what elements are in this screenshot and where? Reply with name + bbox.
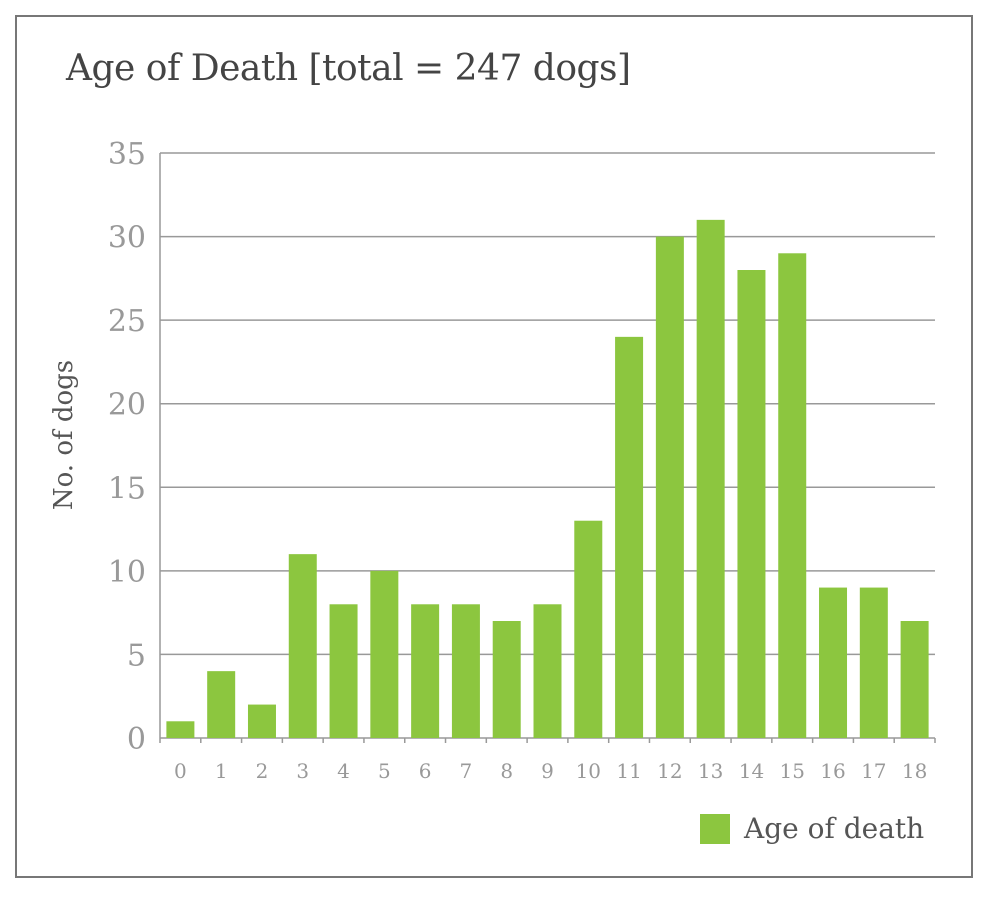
x-tick-label: 13	[698, 759, 723, 783]
bar	[859, 587, 888, 738]
bar	[329, 604, 358, 738]
bar	[207, 671, 236, 738]
bar	[655, 236, 684, 739]
x-tick-label: 4	[337, 759, 350, 783]
x-tick-label: 8	[500, 759, 513, 783]
x-tick-label: 18	[902, 759, 927, 783]
x-tick-label: 17	[861, 759, 886, 783]
bar	[247, 704, 276, 738]
bar	[288, 554, 317, 738]
x-tick-label: 11	[616, 759, 641, 783]
x-tick-label: 6	[419, 759, 432, 783]
x-tick-label: 5	[378, 759, 391, 783]
legend-label: Age of death	[744, 812, 925, 845]
y-tick-label: 15	[108, 471, 146, 506]
y-tick-label: 0	[127, 722, 146, 757]
bar	[737, 270, 766, 738]
bar	[819, 587, 848, 738]
legend-swatch	[700, 813, 730, 844]
x-tick-label: 12	[657, 759, 682, 783]
legend: Age of death	[700, 812, 924, 845]
x-tick-label: 16	[820, 759, 845, 783]
chart-title: Age of Death [total = 247 dogs]	[66, 48, 631, 89]
x-tick-label: 14	[739, 759, 764, 783]
bar	[370, 570, 399, 738]
bar	[411, 604, 440, 738]
bar	[533, 604, 562, 738]
x-tick-label: 1	[215, 759, 228, 783]
bar	[900, 621, 929, 738]
x-tick-label: 7	[460, 759, 473, 783]
x-tick-label: 10	[576, 759, 601, 783]
x-tick-label: 9	[541, 759, 554, 783]
y-tick-label: 25	[108, 304, 146, 339]
x-tick-label: 3	[296, 759, 309, 783]
y-tick-label: 30	[108, 221, 146, 256]
bar	[778, 253, 807, 739]
bar	[615, 336, 644, 738]
x-tick-label: 15	[780, 759, 805, 783]
x-tick-label: 0	[174, 759, 187, 783]
y-tick-label: 35	[108, 137, 146, 172]
y-tick-label: 10	[108, 555, 146, 590]
y-tick-label: 5	[127, 638, 146, 673]
x-tick-label: 2	[256, 759, 269, 783]
bar	[574, 520, 603, 738]
bar	[166, 721, 195, 738]
bar	[696, 219, 725, 738]
y-tick-label: 20	[108, 388, 146, 423]
bar	[492, 621, 521, 738]
bar	[451, 604, 480, 738]
chart-frame	[15, 15, 973, 878]
